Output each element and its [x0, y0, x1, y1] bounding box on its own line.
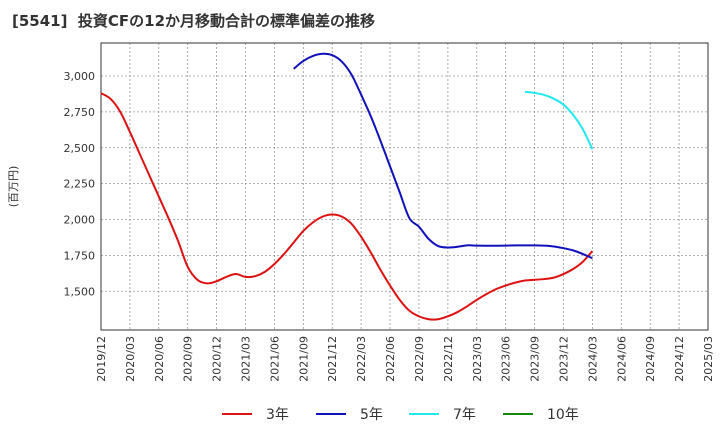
- x-tick-label: 2024/03: [586, 336, 599, 382]
- x-tick-label: 2022/06: [384, 336, 397, 382]
- x-tick-label: 2024/09: [644, 336, 657, 382]
- x-tick-label: 2023/03: [471, 336, 484, 382]
- x-tick-label: 2021/03: [240, 336, 253, 382]
- y-tick-label: 2,250: [64, 178, 96, 191]
- x-tick-label: 2024/12: [673, 336, 686, 382]
- x-tick-label: 2021/09: [297, 336, 310, 382]
- y-tick-label: 3,000: [64, 70, 96, 83]
- y-axis-label: (百万円): [7, 166, 20, 208]
- label-layer: 2019/12 2020/03 2020/06 2020/09 2020/12 2021/…: [7, 70, 715, 382]
- y-tick-label: 2,750: [64, 106, 96, 119]
- x-tick-label: 2021/06: [268, 336, 281, 382]
- x-tick-label: 2021/12: [326, 336, 339, 382]
- series-line-1: [293, 52, 593, 260]
- axis-layer: [100, 42, 709, 331]
- legend-label-0: 3年: [266, 407, 289, 423]
- series-layer: [100, 52, 594, 321]
- y-tick-label: 1,500: [64, 285, 96, 298]
- chart-title: [5541] 投資CFの12か月移動合計の標準偏差の推移: [12, 12, 376, 30]
- y-tick-label: 2,000: [64, 214, 96, 227]
- legend-label-3: 10年: [547, 407, 579, 423]
- x-tick-label: 2023/12: [557, 336, 570, 382]
- legend: 3年 5年 7年 10年: [222, 407, 579, 423]
- x-tick-label: 2025/03: [702, 336, 715, 382]
- grid-layer: [100, 43, 709, 330]
- x-tick-label: 2020/06: [153, 336, 166, 382]
- legend-label-2: 7年: [453, 407, 476, 423]
- x-tick-label: 2022/09: [413, 336, 426, 382]
- x-tick-label: 2023/09: [529, 336, 542, 382]
- y-tick-label: 1,750: [64, 249, 96, 262]
- x-tick-label: 2020/09: [182, 336, 195, 382]
- x-tick-label: 2022/12: [442, 336, 455, 382]
- x-tick-label: 2024/06: [615, 336, 628, 382]
- series-line-0: [100, 92, 594, 321]
- plot-frame: [100, 42, 709, 331]
- series-line-2: [524, 90, 594, 150]
- x-tick-label: 2020/03: [124, 336, 137, 382]
- x-tick-label: 2019/12: [95, 336, 108, 382]
- y-tick-label: 2,500: [64, 142, 96, 155]
- legend-label-1: 5年: [360, 407, 383, 423]
- x-tick-label: 2022/03: [355, 336, 368, 382]
- x-tick-label: 2020/12: [211, 336, 224, 382]
- x-tick-label: 2023/06: [500, 336, 513, 382]
